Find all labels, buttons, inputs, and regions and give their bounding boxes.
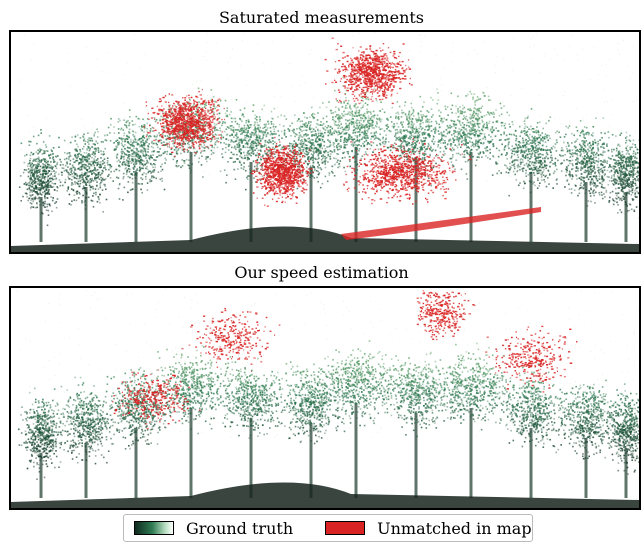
ground-truth-swatch [134, 521, 174, 535]
pointcloud-image-speed-estimation [11, 288, 639, 508]
panel-title-speed-estimation: Our speed estimation [234, 263, 409, 282]
legend-item-ground-truth: Ground truth [134, 519, 293, 538]
legend-label-unmatched: Unmatched in map [377, 518, 532, 538]
pointcloud-panel-speed-estimation [9, 286, 641, 510]
legend: Ground truth Unmatched in map [123, 514, 533, 542]
panel-title-saturated: Saturated measurements [218, 8, 425, 27]
legend-label-ground-truth: Ground truth [186, 518, 294, 538]
unmatched-swatch [325, 521, 366, 535]
pointcloud-image-saturated [11, 32, 639, 252]
pointcloud-panel-saturated [9, 30, 641, 254]
legend-item-unmatched: Unmatched in map [325, 518, 532, 538]
